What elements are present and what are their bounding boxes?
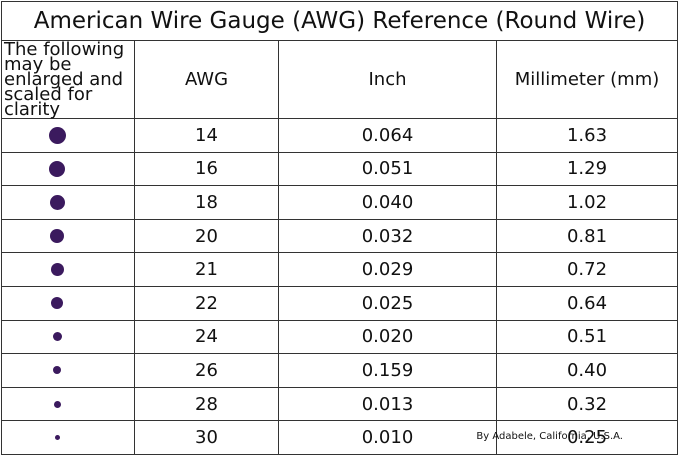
- column-header: Inch: [278, 40, 497, 119]
- table-cell: 0.40: [495, 353, 679, 388]
- table-row: 14 0.064 1.63: [1, 118, 679, 153]
- table-cell: 0.025: [278, 285, 497, 321]
- wire-icon-cell: [1, 185, 135, 220]
- note: The following may be enlarged and scaled…: [1, 40, 135, 119]
- wire-dot: [52, 332, 62, 342]
- wire-dot: [49, 194, 65, 210]
- wire-dot: [50, 263, 64, 277]
- table-cell: 0.064: [278, 118, 497, 153]
- wire-icon-cell: [1, 118, 135, 153]
- table-row: 20 0.032 0.81: [1, 218, 679, 254]
- wire-icon-cell: [1, 151, 135, 187]
- wire-dot: [48, 126, 66, 144]
- table-cell: 1.02: [495, 185, 679, 220]
- table-row: 16 0.051 1.29: [1, 151, 679, 187]
- table-row: 26 0.159 0.40: [1, 353, 679, 388]
- table-cell: 0.051: [278, 151, 497, 187]
- wire-icon-cell: [1, 319, 135, 355]
- table-cell: 0.72: [495, 252, 679, 287]
- wire-icon-cell: [1, 353, 135, 388]
- table-cell: 0.032: [278, 218, 497, 254]
- wire-dot: [50, 229, 64, 244]
- table-cell: 1.63: [495, 118, 679, 153]
- table-cell: 28: [134, 386, 279, 422]
- table-cell: 0.51: [495, 319, 679, 355]
- table-cell: 30: [134, 420, 279, 455]
- wire-dot: [51, 297, 63, 310]
- table-row: 28 0.013 0.32: [1, 386, 679, 422]
- table-cell: 1.29: [495, 151, 679, 187]
- table-cell: 24: [134, 319, 279, 355]
- wire-icon-cell: [1, 386, 135, 422]
- table-cell: 21: [134, 252, 279, 287]
- wire-icon-cell: [1, 420, 135, 455]
- wire-icon-cell: [1, 285, 135, 321]
- wire-dot: [53, 366, 61, 375]
- table-cell: 0.013: [278, 386, 497, 422]
- table-cell: 0.81: [495, 218, 679, 254]
- footer: By Adabele, California, U.S.A.: [476, 431, 623, 442]
- wire-icon-cell: [1, 252, 135, 287]
- table-row: 18 0.040 1.02: [1, 185, 679, 220]
- table-cell: 0.029: [278, 252, 497, 287]
- table-cell: 0.020: [278, 319, 497, 355]
- table-cell: 0.159: [278, 353, 497, 388]
- table-row: 22 0.025 0.64: [1, 285, 679, 321]
- table-cell: 0.010: [278, 420, 497, 455]
- table-row: 24 0.020 0.51: [1, 319, 679, 355]
- table-cell: 20: [134, 218, 279, 254]
- wire-dot: [54, 435, 60, 441]
- table-cell: 0.64: [495, 285, 679, 321]
- table-title: American Wire Gauge (AWG) Reference (Rou…: [0, 1, 679, 41]
- table-cell: 18: [134, 185, 279, 220]
- table-cell: 14: [134, 118, 279, 153]
- table-cell: 16: [134, 151, 279, 187]
- table-cell: 22: [134, 285, 279, 321]
- table-cell: 0.040: [278, 185, 497, 220]
- table-row: 21 0.029 0.72: [1, 252, 679, 287]
- wire-icon-cell: [1, 218, 135, 254]
- column-header: Millimeter (mm): [495, 40, 679, 119]
- wire-dot: [53, 400, 61, 408]
- column-header: AWG: [134, 40, 279, 119]
- table-cell: 26: [134, 353, 279, 388]
- table-cell: 0.32: [495, 386, 679, 422]
- wire-dot: [49, 160, 65, 177]
